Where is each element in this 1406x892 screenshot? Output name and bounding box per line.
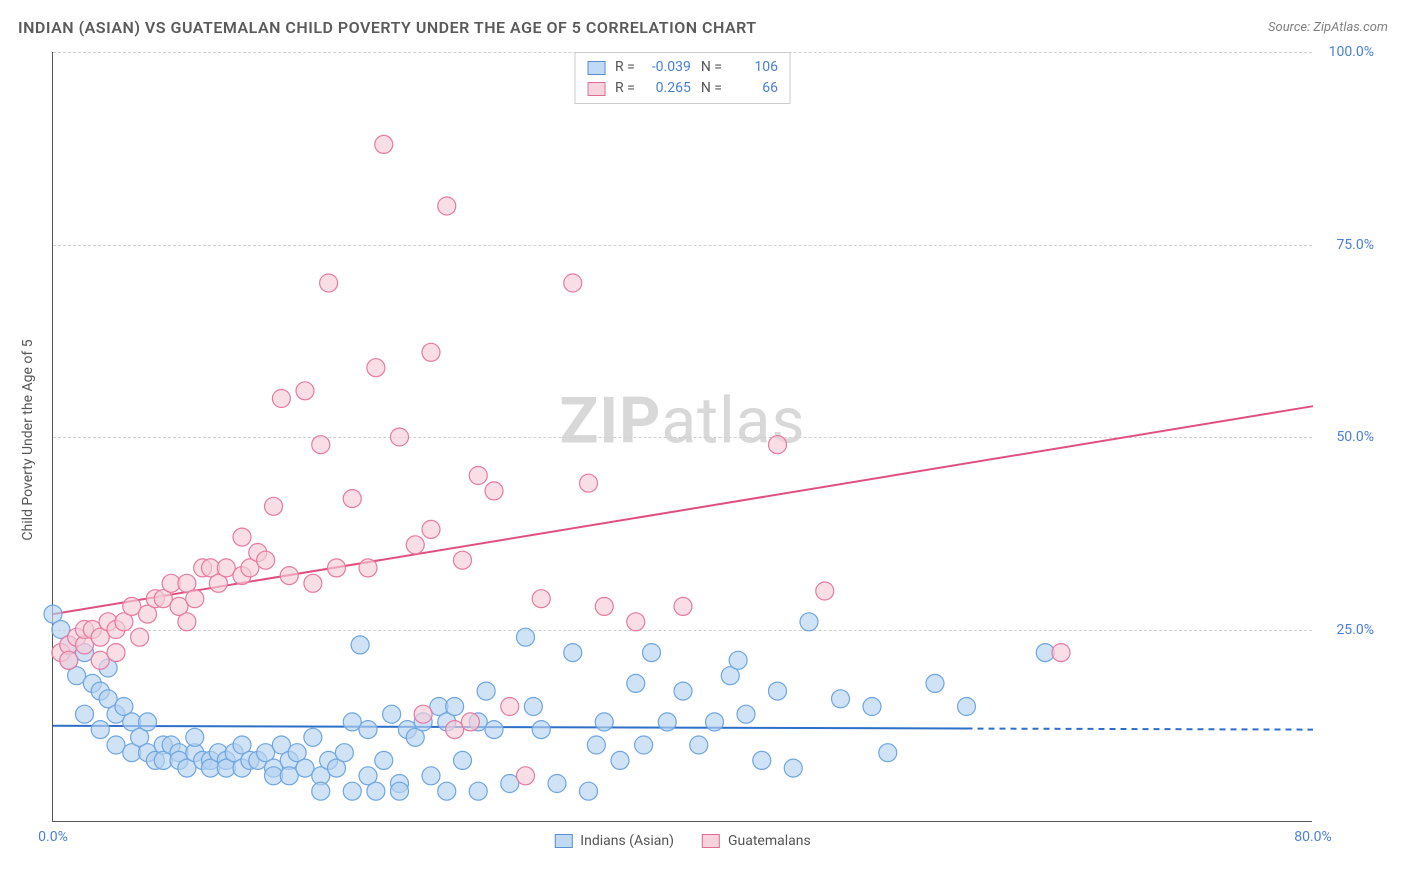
chart-title: INDIAN (ASIAN) VS GUATEMALAN CHILD POVER… [18, 18, 757, 37]
n-label: N = [701, 78, 722, 99]
n-value-1: 66 [732, 78, 778, 99]
scatter-plot-svg [53, 52, 1312, 821]
chart-plot-area: ZIPatlas R = -0.039 N = 106 R = 0.265 N … [52, 52, 1312, 822]
legend-swatch-indians [587, 61, 605, 75]
r-label: R = [615, 78, 635, 99]
y-tick-label: 100.0% [1329, 44, 1374, 60]
r-value-0: -0.039 [645, 57, 691, 78]
legend-swatch-guatemalans [587, 82, 605, 96]
y-tick-label: 25.0% [1336, 622, 1374, 638]
legend-stats-box: R = -0.039 N = 106 R = 0.265 N = 66 [574, 52, 791, 104]
x-tick-label: 0.0% [38, 829, 68, 845]
legend-series-box: Indians (Asian) Guatemalans [554, 833, 810, 849]
x-tick-label: 80.0% [1294, 829, 1332, 845]
r-label: R = [615, 57, 635, 78]
title-bar: INDIAN (ASIAN) VS GUATEMALAN CHILD POVER… [18, 18, 1388, 37]
y-tick-label: 75.0% [1336, 237, 1374, 253]
legend-item-indians: Indians (Asian) [554, 833, 674, 849]
y-tick-label: 50.0% [1336, 429, 1374, 445]
legend-label-guatemalans: Guatemalans [728, 833, 811, 849]
n-value-0: 106 [732, 57, 778, 78]
legend-swatch-guatemalans-bottom [702, 834, 720, 848]
legend-label-indians: Indians (Asian) [580, 833, 674, 849]
legend-stats-row-1: R = 0.265 N = 66 [587, 78, 778, 99]
legend-stats-row-0: R = -0.039 N = 106 [587, 57, 778, 78]
r-value-1: 0.265 [645, 78, 691, 99]
source-credit: Source: ZipAtlas.com [1268, 20, 1388, 35]
y-axis-label: Child Poverty Under the Age of 5 [20, 339, 36, 540]
n-label: N = [701, 57, 722, 78]
legend-swatch-indians-bottom [554, 834, 572, 848]
legend-item-guatemalans: Guatemalans [702, 833, 811, 849]
